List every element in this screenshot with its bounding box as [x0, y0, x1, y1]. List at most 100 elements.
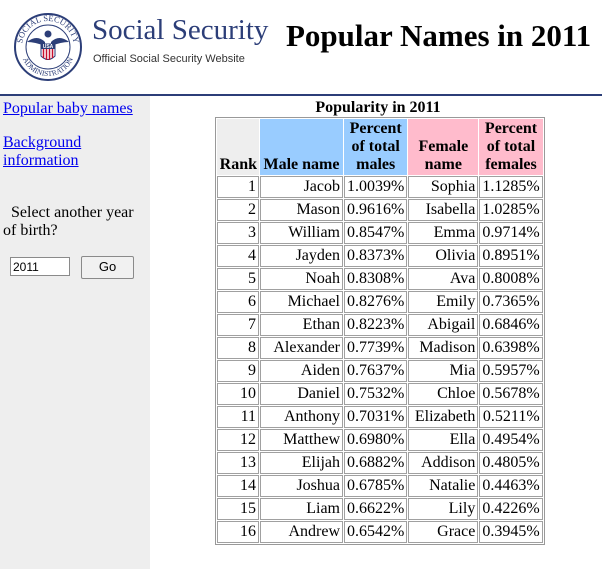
popular-baby-names-link[interactable]: Popular baby names — [3, 100, 133, 117]
table-body: 1 Jacob 1.0039% Sophia 1.1285% 2 Mason 0.9616% I… — [217, 176, 543, 543]
table-header-row: Rank Male name Percent of total males Fe… — [217, 119, 543, 175]
rank-cell: 3 — [217, 222, 259, 244]
male-name-cell: Elijah — [260, 452, 343, 474]
rank-cell: 13 — [217, 452, 259, 474]
brand-title[interactable]: Social Security — [92, 14, 269, 46]
male-name-cell: Michael — [260, 291, 343, 313]
percent-female-cell: 0.3945% — [479, 521, 543, 543]
table-row: 6 Michael 0.8276% Emily 0.7365% — [217, 291, 543, 313]
table-row: 5 Noah 0.8308% Ava 0.8008% — [217, 268, 543, 290]
percent-female-cell: 0.4226% — [479, 498, 543, 520]
female-name-cell: Addison — [408, 452, 479, 474]
svg-text:USA: USA — [43, 44, 54, 50]
male-name-cell: Anthony — [260, 406, 343, 428]
female-name-cell: Ava — [408, 268, 479, 290]
rank-cell: 14 — [217, 475, 259, 497]
percent-female-cell: 0.8951% — [479, 245, 543, 267]
female-name-cell: Emma — [408, 222, 479, 244]
percent-male-cell: 0.6542% — [344, 521, 408, 543]
female-name-cell: Sophia — [408, 176, 479, 198]
percent-male-cell: 0.6622% — [344, 498, 408, 520]
page-header: SOCIAL SECURITY ADMINISTRATION USA Socia… — [0, 0, 602, 96]
page-title: Popular Names in 2011 — [286, 18, 592, 53]
percent-female-cell: 0.6846% — [479, 314, 543, 336]
male-name-cell: Mason — [260, 199, 343, 221]
female-name-cell: Olivia — [408, 245, 479, 267]
percent-female-cell: 0.4463% — [479, 475, 543, 497]
table-row: 4 Jayden 0.8373% Olivia 0.8951% — [217, 245, 543, 267]
percent-male-cell: 1.0039% — [344, 176, 408, 198]
female-name-cell: Emily — [408, 291, 479, 313]
percent-male-cell: 0.6980% — [344, 429, 408, 451]
ssa-seal-logo[interactable]: SOCIAL SECURITY ADMINISTRATION USA — [13, 12, 83, 82]
percent-females-column-header: Percent of total females — [479, 119, 543, 175]
percent-male-cell: 0.9616% — [344, 199, 408, 221]
female-name-cell: Elizabeth — [408, 406, 479, 428]
percent-male-cell: 0.8276% — [344, 291, 408, 313]
male-name-cell: Joshua — [260, 475, 343, 497]
percent-male-cell: 0.7031% — [344, 406, 408, 428]
rank-cell: 15 — [217, 498, 259, 520]
male-name-cell: Jacob — [260, 176, 343, 198]
table-row: 14 Joshua 0.6785% Natalie 0.4463% — [217, 475, 543, 497]
percent-male-cell: 0.7739% — [344, 337, 408, 359]
percent-male-cell: 0.7637% — [344, 360, 408, 382]
rank-cell: 11 — [217, 406, 259, 428]
percent-female-cell: 1.1285% — [479, 176, 543, 198]
male-name-cell: Alexander — [260, 337, 343, 359]
percent-female-cell: 0.5678% — [479, 383, 543, 405]
go-button[interactable]: Go — [81, 256, 134, 279]
percent-male-cell: 0.8308% — [344, 268, 408, 290]
percent-male-cell: 0.6785% — [344, 475, 408, 497]
female-name-cell: Chloe — [408, 383, 479, 405]
percent-female-cell: 0.7365% — [479, 291, 543, 313]
table-row: 13 Elijah 0.6882% Addison 0.4805% — [217, 452, 543, 474]
rank-cell: 1 — [217, 176, 259, 198]
table-row: 3 William 0.8547% Emma 0.9714% — [217, 222, 543, 244]
female-name-cell: Ella — [408, 429, 479, 451]
female-name-cell: Lily — [408, 498, 479, 520]
male-name-cell: William — [260, 222, 343, 244]
percent-male-cell: 0.7532% — [344, 383, 408, 405]
brand-subtitle: Official Social Security Website — [93, 53, 245, 65]
male-name-cell: Matthew — [260, 429, 343, 451]
table-row: 9 Aiden 0.7637% Mia 0.5957% — [217, 360, 543, 382]
popular-names-table: Rank Male name Percent of total males Fe… — [215, 117, 545, 545]
rank-column-header: Rank — [217, 119, 259, 175]
female-name-cell: Mia — [408, 360, 479, 382]
percent-female-cell: 0.9714% — [479, 222, 543, 244]
female-name-column-header: Female name — [408, 119, 479, 175]
table-row: 16 Andrew 0.6542% Grace 0.3945% — [217, 521, 543, 543]
table-row: 8 Alexander 0.7739% Madison 0.6398% — [217, 337, 543, 359]
year-input[interactable] — [10, 257, 70, 276]
table-row: 7 Ethan 0.8223% Abigail 0.6846% — [217, 314, 543, 336]
rank-cell: 6 — [217, 291, 259, 313]
percent-female-cell: 0.5957% — [479, 360, 543, 382]
percent-males-column-header: Percent of total males — [344, 119, 408, 175]
rank-cell: 8 — [217, 337, 259, 359]
rank-cell: 12 — [217, 429, 259, 451]
male-name-cell: Liam — [260, 498, 343, 520]
rank-cell: 5 — [217, 268, 259, 290]
female-name-cell: Isabella — [408, 199, 479, 221]
male-name-cell: Noah — [260, 268, 343, 290]
table-row: 11 Anthony 0.7031% Elizabeth 0.5211% — [217, 406, 543, 428]
rank-cell: 7 — [217, 314, 259, 336]
background-information-link[interactable]: Background information — [3, 134, 82, 169]
rank-cell: 16 — [217, 521, 259, 543]
rank-cell: 4 — [217, 245, 259, 267]
percent-female-cell: 1.0285% — [479, 199, 543, 221]
table-caption: Popularity in 2011 — [315, 99, 441, 116]
percent-male-cell: 0.8223% — [344, 314, 408, 336]
male-name-cell: Aiden — [260, 360, 343, 382]
female-name-cell: Abigail — [408, 314, 479, 336]
rank-cell: 2 — [217, 199, 259, 221]
table-row: 1 Jacob 1.0039% Sophia 1.1285% — [217, 176, 543, 198]
table-row: 15 Liam 0.6622% Lily 0.4226% — [217, 498, 543, 520]
sidebar: Popular baby names Background informatio… — [0, 96, 150, 569]
table-row: 2 Mason 0.9616% Isabella 1.0285% — [217, 199, 543, 221]
female-name-cell: Madison — [408, 337, 479, 359]
percent-male-cell: 0.8373% — [344, 245, 408, 267]
percent-male-cell: 0.8547% — [344, 222, 408, 244]
percent-female-cell: 0.8008% — [479, 268, 543, 290]
